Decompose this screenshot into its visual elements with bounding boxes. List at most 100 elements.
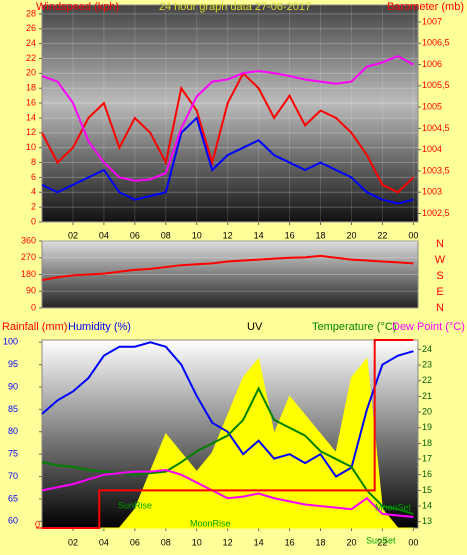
annotation: SunRise xyxy=(118,500,152,510)
y-tick-label: 10 xyxy=(26,142,36,152)
line xyxy=(41,386,414,515)
x-tick-label: 14 xyxy=(254,537,264,547)
y2-tick-label: 22 xyxy=(422,375,432,385)
y-axis-label: Windspeed (kph) xyxy=(36,1,119,13)
y2-tick-label: 1007 xyxy=(422,16,442,26)
compass-label: N xyxy=(436,238,444,250)
annotation: SunSet xyxy=(366,535,396,545)
x-tick-label: 04 xyxy=(99,230,109,240)
y-tick-label: 270 xyxy=(21,252,36,262)
chart-title: 24 hour graph data 27-06-2017 xyxy=(159,1,311,13)
rain-tick-label: 0 xyxy=(35,519,40,529)
y-tick-label: 80 xyxy=(8,426,18,436)
plot-area xyxy=(41,4,419,223)
y2-tick-label: 1006 xyxy=(422,59,442,69)
line xyxy=(41,54,414,182)
x-tick-label: 10 xyxy=(192,537,202,547)
y-tick-label: 4 xyxy=(31,187,36,197)
x-tick-label: 06 xyxy=(130,537,140,547)
y-tick-label: 65 xyxy=(8,493,18,503)
x-tick-label: 02 xyxy=(68,230,78,240)
line xyxy=(41,71,415,194)
y2-tick-label: 18 xyxy=(422,438,432,448)
y2-tick-label: 17 xyxy=(422,453,432,463)
y2-tick-label: 13 xyxy=(422,516,432,526)
x-tick-label: 00 xyxy=(408,230,418,240)
y2-tick-label: 1004 xyxy=(422,144,442,154)
x-tick-label: 20 xyxy=(346,537,356,547)
y-tick-label: 95 xyxy=(8,359,18,369)
x-tick-label: 18 xyxy=(316,537,326,547)
line xyxy=(41,116,414,205)
x-tick-label: 12 xyxy=(223,230,233,240)
x-tick-label: 12 xyxy=(223,537,233,547)
y2-tick-label: 1003 xyxy=(422,187,442,197)
y-tick-label: 24 xyxy=(26,38,36,48)
compass-label: S xyxy=(436,270,443,282)
x-tick-label: 16 xyxy=(285,537,295,547)
x-tick-label: 06 xyxy=(130,230,140,240)
axis-label: Temperature (°C) xyxy=(312,321,396,333)
y-tick-label: 2 xyxy=(31,202,36,212)
y-tick-label: 16 xyxy=(26,97,36,107)
area xyxy=(42,357,414,529)
line xyxy=(41,254,414,282)
y2-tick-label: 21 xyxy=(422,391,432,401)
y-tick-label: 85 xyxy=(8,404,18,414)
y2-axis-label: Barometer (mb) xyxy=(387,1,464,13)
y-tick-label: 26 xyxy=(26,23,36,33)
y-tick-label: 360 xyxy=(21,235,36,245)
y-tick-label: 100 xyxy=(3,337,18,347)
y2-tick-label: 19 xyxy=(422,422,432,432)
y2-tick-label: 20 xyxy=(422,406,432,416)
x-tick-label: 04 xyxy=(99,537,109,547)
compass-label: E xyxy=(436,286,443,298)
annotation: MoonRise xyxy=(190,518,231,528)
x-tick-label: 22 xyxy=(377,537,387,547)
x-tick-label: 08 xyxy=(161,537,171,547)
y-tick-label: 70 xyxy=(8,471,18,481)
y2-tick-label: 1003,5 xyxy=(422,165,450,175)
axis-label: Dew Point (°C) xyxy=(392,321,465,333)
x-tick-label: 22 xyxy=(377,230,387,240)
x-tick-label: 14 xyxy=(254,230,264,240)
x-tick-label: 02 xyxy=(68,537,78,547)
y2-tick-label: 23 xyxy=(422,359,432,369)
annotation: MoonSet xyxy=(375,502,412,512)
y2-tick-label: 1002,5 xyxy=(422,208,450,218)
y-tick-label: 22 xyxy=(26,53,36,63)
y-tick-label: 6 xyxy=(31,172,36,182)
y-tick-label: 28 xyxy=(26,8,36,18)
y2-tick-label: 14 xyxy=(422,500,432,510)
y-tick-label: 14 xyxy=(26,112,36,122)
y2-tick-label: 24 xyxy=(422,344,432,354)
y-tick-label: 90 xyxy=(8,381,18,391)
x-tick-label: 08 xyxy=(161,230,171,240)
y-tick-label: 8 xyxy=(31,157,36,167)
compass-label: W xyxy=(435,254,446,266)
axis-label: Humidity (%) xyxy=(68,321,131,333)
y2-tick-label: 16 xyxy=(422,469,432,479)
y-tick-label: 90 xyxy=(26,286,36,296)
y-tick-label: 75 xyxy=(8,449,18,459)
y-tick-label: 180 xyxy=(21,269,36,279)
y2-tick-label: 1005 xyxy=(422,101,442,111)
y-tick-label: 60 xyxy=(8,516,18,526)
y-tick-label: 0 xyxy=(31,216,36,226)
y2-tick-label: 1005,5 xyxy=(422,80,450,90)
y2-tick-label: 1006,5 xyxy=(422,38,450,48)
y-tick-label: 20 xyxy=(26,68,36,78)
y2-tick-label: 15 xyxy=(422,485,432,495)
y2-tick-label: 1004,5 xyxy=(422,123,450,133)
axis-label: UV xyxy=(247,321,263,333)
y-tick-label: 18 xyxy=(26,83,36,93)
x-tick-label: 18 xyxy=(316,230,326,240)
line xyxy=(41,469,414,519)
line xyxy=(42,339,414,529)
x-tick-label: 16 xyxy=(285,230,295,240)
compass-label: N xyxy=(436,302,444,314)
x-tick-label: 00 xyxy=(408,537,418,547)
x-tick-label: 20 xyxy=(346,230,356,240)
y-tick-label: 12 xyxy=(26,127,36,137)
